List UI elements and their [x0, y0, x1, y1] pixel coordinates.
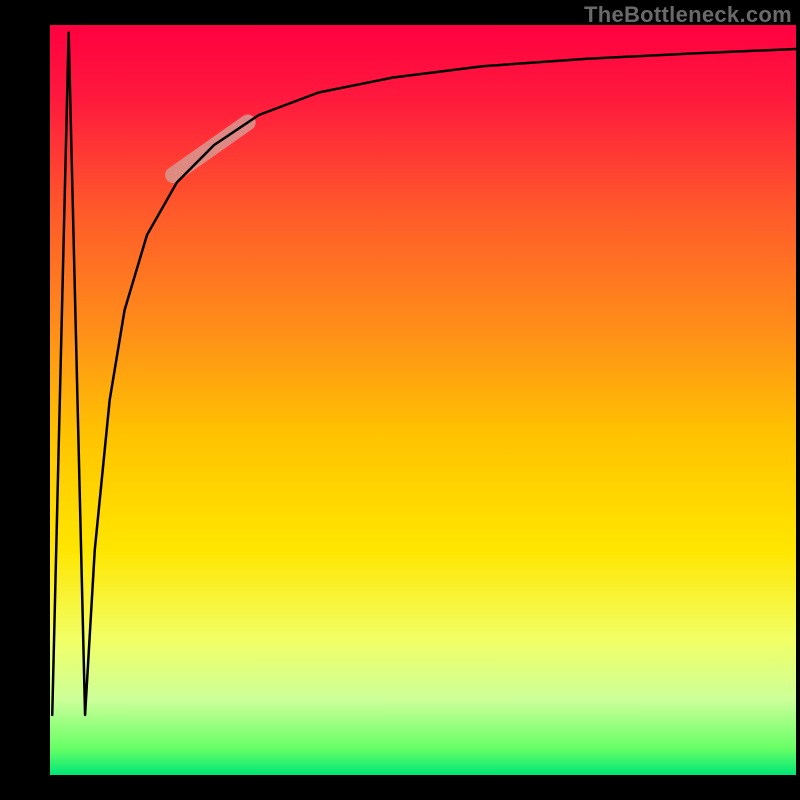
chart-container: TheBottleneck.com: [0, 0, 800, 800]
bottleneck-chart: [0, 0, 800, 800]
plot-background: [50, 25, 796, 775]
watermark-label: TheBottleneck.com: [584, 2, 792, 28]
